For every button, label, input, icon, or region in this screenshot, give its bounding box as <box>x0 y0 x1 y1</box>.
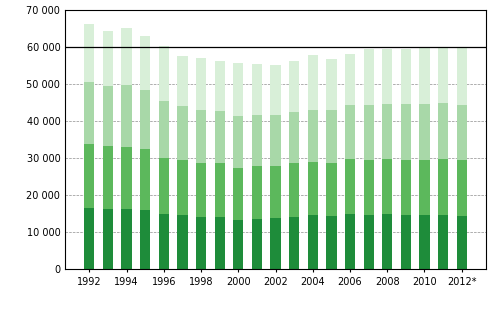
Bar <box>382 49 392 104</box>
Legend: I, II, III, IV: I, II, III, IV <box>207 327 344 328</box>
Bar <box>326 216 337 269</box>
Bar <box>364 105 374 160</box>
Bar <box>177 160 187 215</box>
Bar <box>122 85 132 147</box>
Bar <box>196 110 206 163</box>
Bar <box>233 168 243 220</box>
Bar <box>103 31 113 86</box>
Bar <box>438 159 448 215</box>
Bar <box>308 215 318 269</box>
Bar <box>419 47 429 104</box>
Bar <box>196 217 206 269</box>
Bar <box>438 104 448 159</box>
Bar <box>382 214 392 269</box>
Bar <box>326 163 337 216</box>
Bar <box>214 61 225 111</box>
Bar <box>438 48 448 104</box>
Bar <box>289 217 299 269</box>
Bar <box>271 218 281 269</box>
Bar <box>159 158 169 214</box>
Bar <box>401 50 411 104</box>
Bar <box>438 215 448 269</box>
Bar <box>401 104 411 160</box>
Bar <box>326 59 337 110</box>
Bar <box>308 110 318 162</box>
Bar <box>159 214 169 269</box>
Bar <box>364 50 374 105</box>
Bar <box>103 146 113 209</box>
Bar <box>382 104 392 159</box>
Bar <box>252 219 262 269</box>
Bar <box>401 160 411 215</box>
Bar <box>326 110 337 163</box>
Bar <box>122 147 132 209</box>
Bar <box>103 86 113 146</box>
Bar <box>271 166 281 218</box>
Bar <box>401 215 411 269</box>
Bar <box>345 105 355 159</box>
Bar <box>233 116 243 168</box>
Bar <box>196 163 206 217</box>
Bar <box>196 58 206 110</box>
Bar <box>84 144 95 208</box>
Bar <box>289 112 299 163</box>
Bar <box>345 214 355 269</box>
Bar <box>103 209 113 269</box>
Bar <box>159 101 169 158</box>
Bar <box>252 64 262 115</box>
Bar <box>271 115 281 166</box>
Bar <box>140 149 150 210</box>
Bar <box>214 111 225 163</box>
Bar <box>289 61 299 112</box>
Bar <box>159 46 169 101</box>
Bar <box>456 216 467 269</box>
Bar <box>345 159 355 214</box>
Bar <box>345 53 355 105</box>
Bar <box>308 55 318 110</box>
Bar <box>456 105 467 160</box>
Bar <box>177 106 187 160</box>
Bar <box>456 160 467 216</box>
Bar <box>364 215 374 269</box>
Bar <box>456 48 467 105</box>
Bar <box>289 163 299 217</box>
Bar <box>419 104 429 160</box>
Bar <box>140 210 150 269</box>
Bar <box>140 36 150 90</box>
Bar <box>177 56 187 106</box>
Bar <box>233 220 243 269</box>
Bar <box>308 162 318 215</box>
Bar <box>84 82 95 144</box>
Bar <box>84 24 95 82</box>
Bar <box>419 215 429 269</box>
Bar <box>140 90 150 149</box>
Bar <box>214 163 225 217</box>
Bar <box>271 65 281 115</box>
Bar <box>177 215 187 269</box>
Bar <box>382 159 392 214</box>
Bar <box>419 160 429 215</box>
Bar <box>252 166 262 219</box>
Bar <box>84 208 95 269</box>
Bar <box>364 160 374 215</box>
Bar <box>252 115 262 166</box>
Bar <box>214 217 225 269</box>
Bar <box>233 63 243 116</box>
Bar <box>122 28 132 85</box>
Bar <box>122 209 132 269</box>
